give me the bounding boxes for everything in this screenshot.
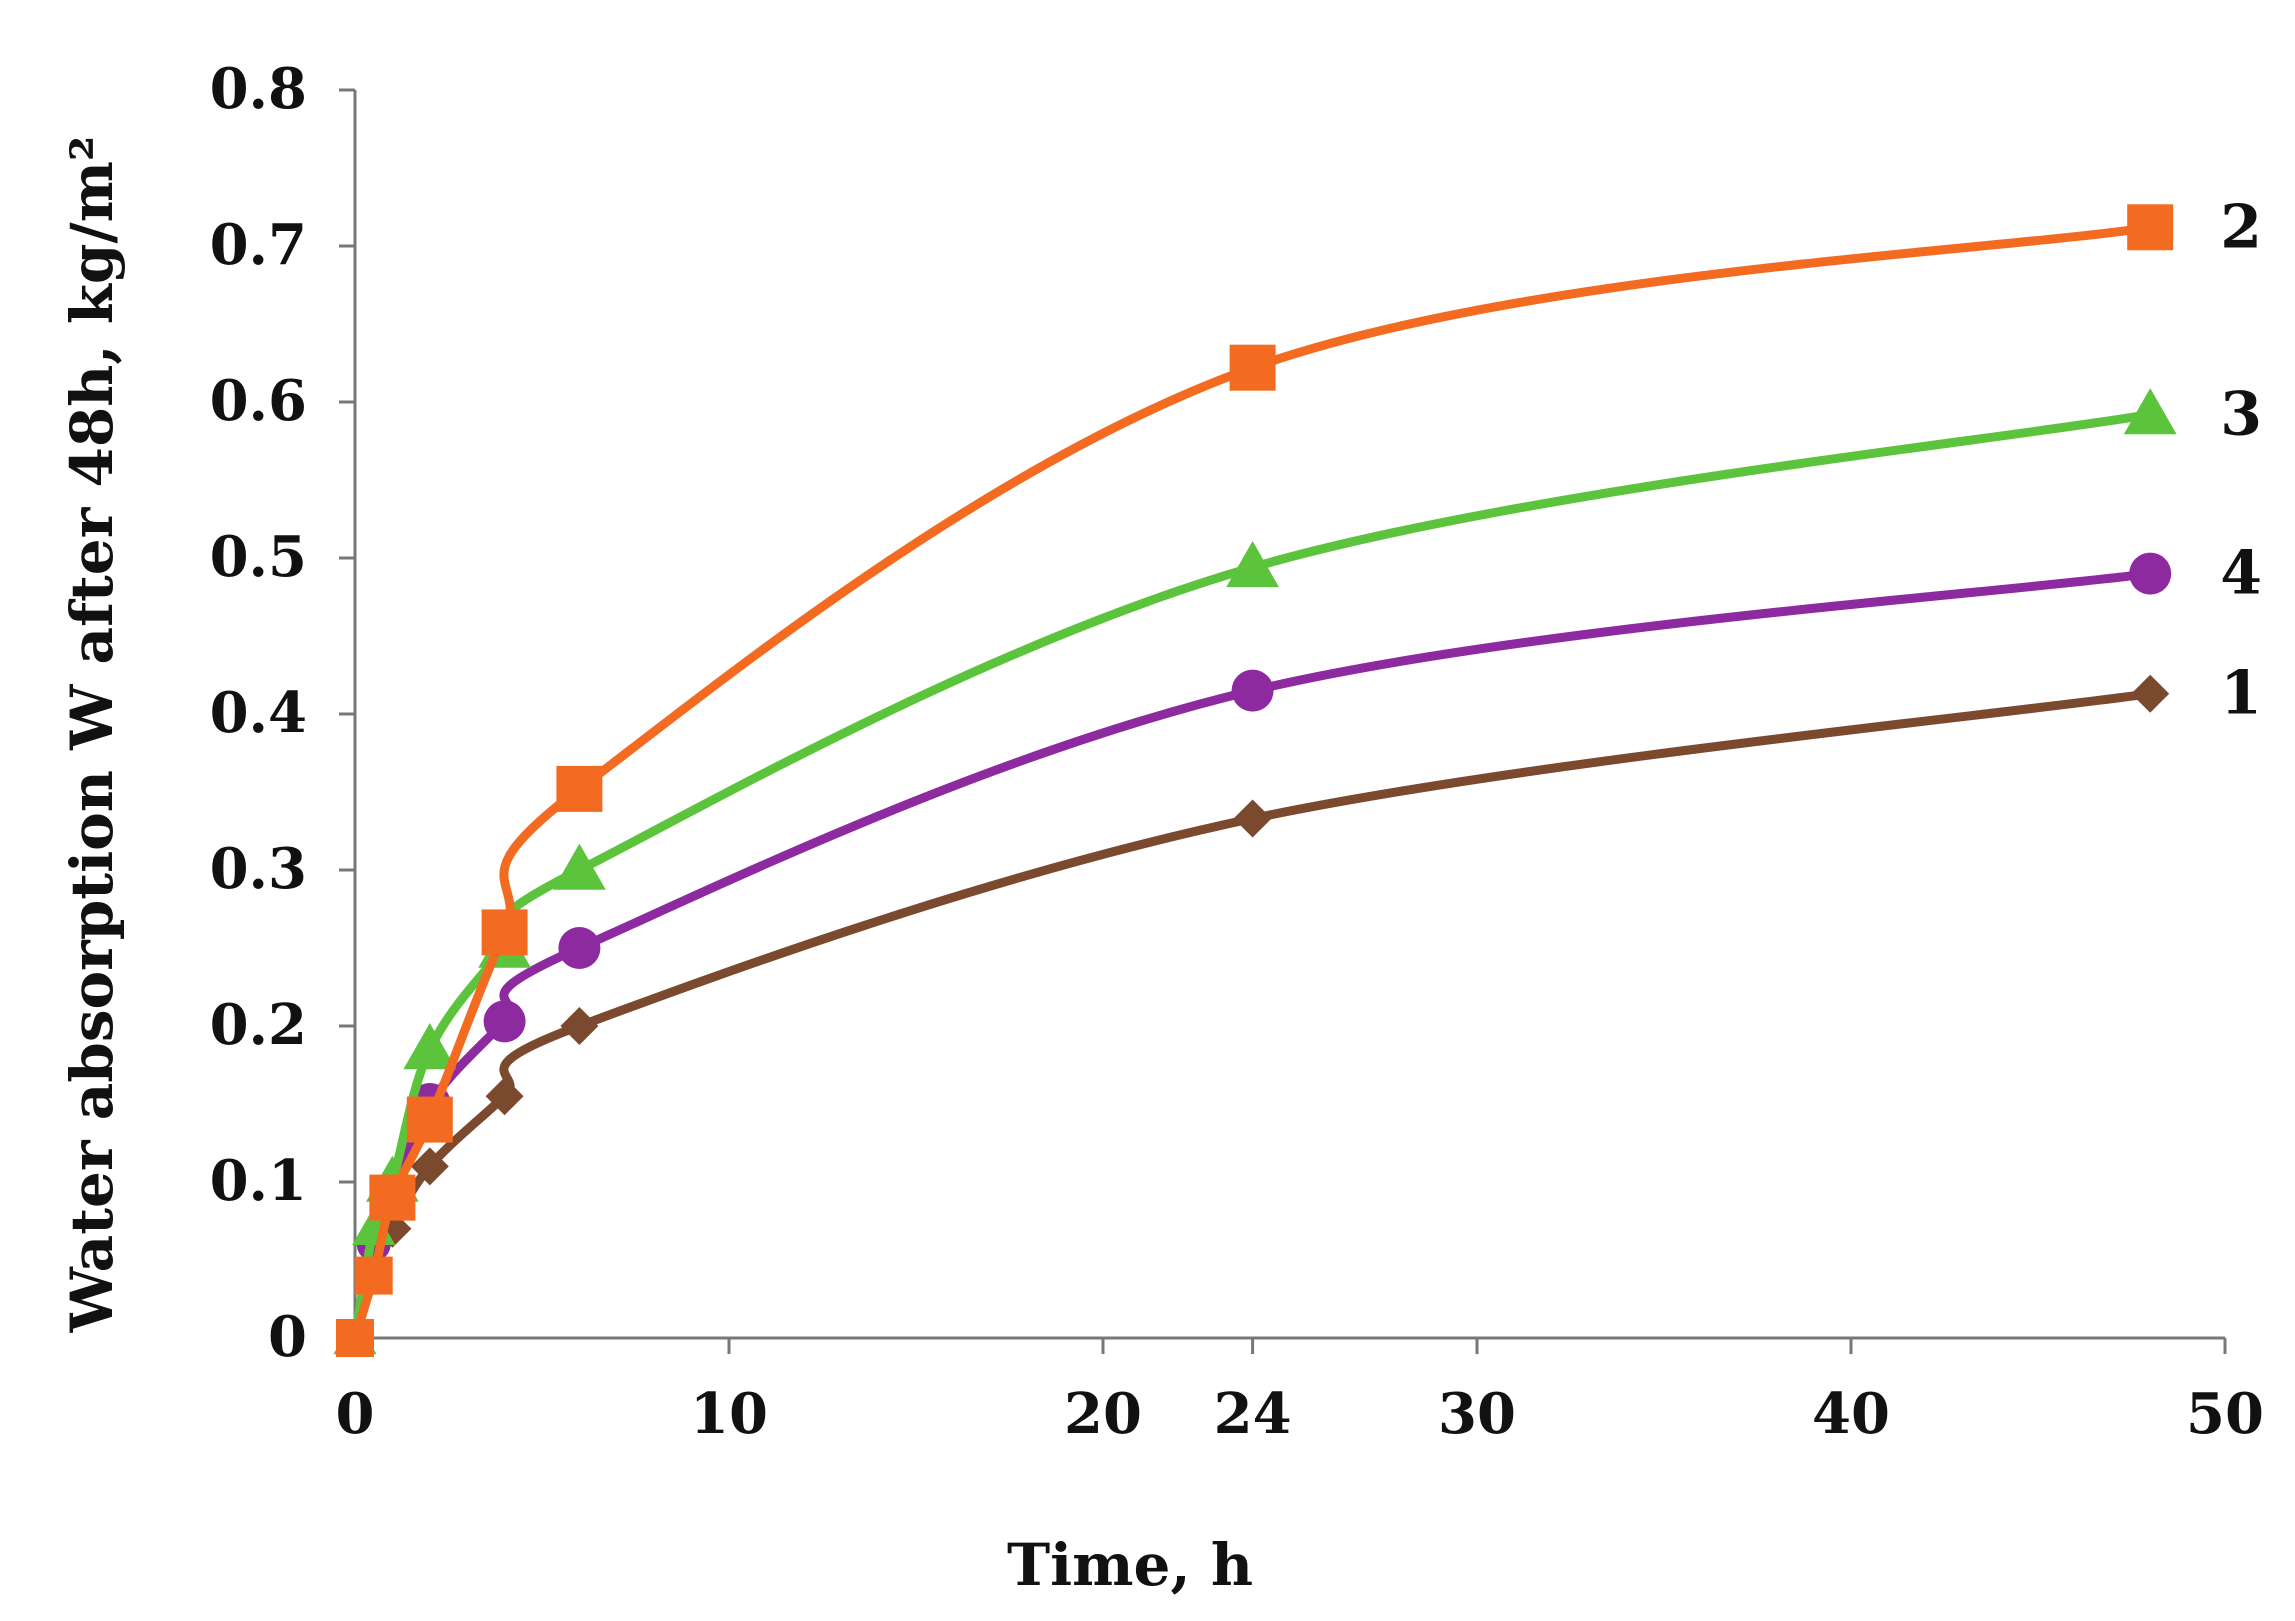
- series-1-point: [485, 1077, 524, 1116]
- series-1: [339, 674, 2170, 1354]
- x-tick-label: 10: [690, 1381, 768, 1447]
- y-tick-label: 0.8: [210, 56, 307, 122]
- series-2-label: 2: [2220, 192, 2262, 262]
- x-tick-label: 24: [1214, 1381, 1292, 1447]
- y-tick-label: 0.4: [210, 680, 307, 746]
- series-1-point: [410, 1147, 449, 1186]
- series-4-point: [558, 927, 601, 969]
- series-3-label: 3: [2220, 379, 2262, 449]
- y-tick-label: 0.2: [210, 992, 307, 1058]
- series-1-point: [1233, 799, 1272, 838]
- series-4-label: 4: [2220, 539, 2262, 609]
- y-tick-label: 0.3: [210, 836, 307, 902]
- series-1-point: [2131, 674, 2170, 713]
- series-3-point: [2123, 388, 2177, 435]
- y-tick-label: 0.7: [210, 212, 307, 278]
- series-3: [333, 388, 2177, 1355]
- series-4-point: [1231, 669, 1274, 712]
- series-2-point: [556, 765, 603, 812]
- series-4-point: [483, 1000, 526, 1043]
- series-2-point: [354, 1256, 393, 1295]
- series-2-point: [406, 1096, 453, 1143]
- y-tick-label: 0.1: [210, 1148, 307, 1214]
- series-2-point: [1229, 344, 1276, 391]
- series-2: [336, 204, 2174, 1357]
- x-tick-label: 30: [1438, 1381, 1516, 1447]
- y-tick-label: 0.6: [210, 368, 307, 434]
- series-1-line: [350, 689, 2155, 1343]
- x-axis-title: Time, h: [1007, 1531, 1253, 1599]
- axes: 00.10.20.30.40.50.60.70.80 10 20 24 30 40 50: [210, 56, 2264, 1447]
- series-1-label: 1: [2220, 659, 2262, 729]
- series-layer: [333, 204, 2177, 1357]
- series-labels: 1 4 3 2: [2220, 192, 2262, 728]
- y-tick-label: 0.5: [210, 524, 307, 590]
- series-3-point: [403, 1023, 457, 1070]
- y-tick-label: 0: [268, 1304, 307, 1370]
- series-3-point: [1226, 540, 1279, 588]
- series-2-line: [350, 222, 2155, 1343]
- series-4-point: [2129, 552, 2172, 595]
- series-3-point: [553, 843, 606, 890]
- x-tick-label: 0: [336, 1381, 375, 1447]
- series-2-point: [481, 909, 528, 956]
- series-1-point: [560, 1007, 599, 1045]
- y-axis-title: Water absorption W after 48h, kg/m²: [58, 136, 126, 1334]
- x-tick-label: 50: [2186, 1381, 2264, 1447]
- series-2-point: [2127, 204, 2174, 251]
- series-2-point: [369, 1174, 416, 1221]
- x-tick-label: 20: [1064, 1381, 1142, 1447]
- series-2-point: [336, 1319, 374, 1357]
- series-4: [338, 552, 2172, 1355]
- x-tick-label: 40: [1812, 1381, 1890, 1447]
